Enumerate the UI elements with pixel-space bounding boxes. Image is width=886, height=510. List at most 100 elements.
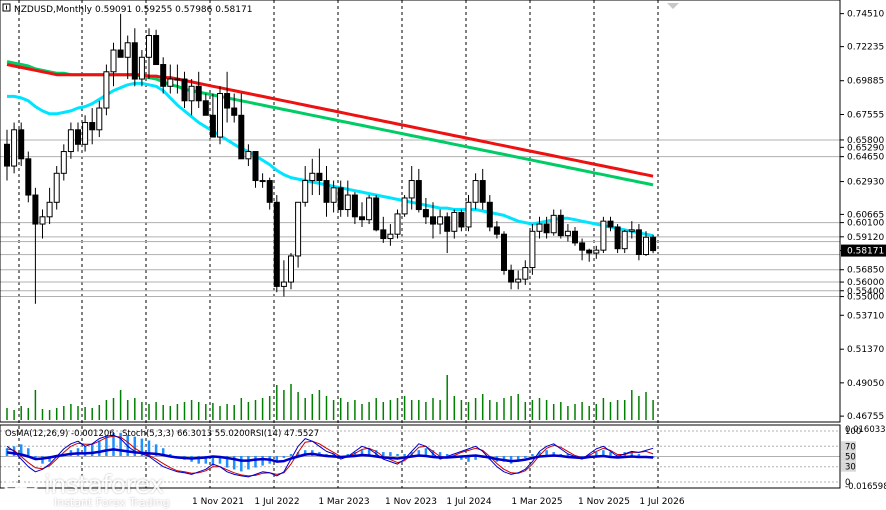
- x-tick-label: 1 Jul 2024: [446, 497, 491, 507]
- stoch-label: Stoch(5,3,3) 66.3013 55.0200: [122, 429, 250, 439]
- candle-bear: [493, 226, 500, 235]
- price-label: 0.65800: [847, 136, 884, 146]
- candle-bull: [288, 255, 294, 283]
- price-label: 0.74510: [847, 10, 884, 20]
- volume-bars: [6, 375, 654, 420]
- candle-bear: [75, 129, 81, 145]
- indicator-window: [0, 430, 840, 483]
- osc-level-box: [841, 461, 856, 472]
- instaforex-logo-icon: [4, 472, 38, 506]
- candle-bull: [46, 201, 53, 218]
- candle-bull: [451, 211, 458, 232]
- candle-bull: [536, 223, 543, 232]
- rsi-line: [6, 448, 654, 463]
- candle-bear: [181, 78, 188, 102]
- candle-bear: [18, 129, 25, 160]
- candle-bull: [515, 278, 522, 283]
- candle-bear: [501, 233, 507, 271]
- candle-bull: [344, 194, 351, 211]
- candle-bull: [593, 249, 600, 254]
- x-tick-label: 1 Nov 2021: [192, 497, 244, 507]
- price-label: 0.64650: [847, 153, 884, 163]
- watermark-brand: instaforex: [44, 470, 164, 499]
- watermark: instaforex Instant Forex Trading: [4, 470, 184, 509]
- candle-bear: [380, 229, 387, 240]
- candle-bull: [82, 122, 89, 145]
- osc-axis-label: 0.016033: [845, 425, 886, 435]
- osc-axis-label: 0: [845, 478, 850, 488]
- candle-bear: [273, 201, 280, 287]
- candle-bull: [103, 71, 110, 109]
- candle-bull: [387, 233, 394, 240]
- candle-bull: [522, 267, 529, 280]
- candle-bull: [621, 230, 628, 250]
- candle-bull: [366, 197, 373, 221]
- candle-bear: [238, 114, 245, 160]
- x-tick-label: 1 Mar 2025: [511, 497, 562, 507]
- price-label: 0.49050: [847, 379, 884, 389]
- x-tick-label: 1 Mar 2023: [318, 497, 369, 507]
- candle-bull: [330, 187, 337, 203]
- candle-bull: [174, 78, 181, 81]
- x-tick-label: 1 Jul 2022: [254, 497, 299, 507]
- candle-bear: [209, 114, 216, 138]
- candle-bear: [323, 180, 330, 203]
- candle-bull: [167, 78, 174, 87]
- price-label: 0.56850: [847, 266, 884, 276]
- candle-bull: [465, 201, 472, 228]
- osc-axis-label: 30: [845, 463, 856, 473]
- candle-bear: [351, 194, 358, 218]
- price-label: 0.60100: [847, 219, 884, 229]
- candle-bear: [444, 216, 451, 232]
- shift-marker-icon[interactable]: [667, 3, 679, 9]
- candle-bear: [508, 269, 515, 283]
- price-label: 0.60665: [847, 210, 884, 220]
- candle-bull: [146, 35, 152, 58]
- osc-axis-label: -0.016598: [845, 482, 886, 492]
- x-tick-label: 1 Nov 2025: [578, 497, 630, 507]
- time-axis: 1 Nov 2021 1 Jul 2022 1 Mar 2023 1 Nov 2023…: [192, 497, 685, 507]
- candle-bear: [479, 180, 486, 203]
- stoch-main-line: [6, 434, 654, 478]
- candle-bull: [643, 236, 649, 256]
- candle-bull: [529, 230, 536, 269]
- price-label: 0.58171: [847, 247, 884, 257]
- watermark-tagline: Instant Forex Trading: [54, 496, 170, 509]
- symbol-title: NZDUSD,Monthly: [14, 5, 93, 15]
- candlesticks: [4, 13, 657, 304]
- osc-level-box: [841, 441, 856, 452]
- candle-bull: [401, 197, 408, 215]
- candle-bull: [472, 180, 479, 203]
- candle-bear: [316, 172, 323, 182]
- ohlc-readout: 0.59091 0.59255 0.57986 0.58171: [95, 5, 252, 15]
- candle-bear: [607, 220, 614, 228]
- price-label: 0.72235: [847, 43, 884, 53]
- candle-bull: [217, 93, 223, 138]
- candle-bull: [600, 220, 607, 251]
- candle-bear: [650, 236, 657, 252]
- price-axis: 0.74510 0.72235 0.69885 0.67555 0.658000.652…: [840, 10, 886, 492]
- osma-label: OsMA(12,26,9) -0.001206: [5, 429, 115, 439]
- price-label: 0.53710: [847, 311, 884, 321]
- candle-bull: [138, 56, 145, 80]
- ma-fast-line: [7, 81, 654, 238]
- price-label: 0.55400: [847, 287, 884, 297]
- candle-bull: [394, 213, 401, 235]
- candle-bear: [231, 107, 238, 116]
- candle-bear: [252, 151, 259, 182]
- osc-axis-label: 100: [845, 427, 861, 437]
- candle-bear: [202, 100, 209, 116]
- candle-bear: [579, 242, 586, 251]
- candle-bear: [117, 49, 124, 58]
- rsi-label: RSI(14) 47.5527: [250, 429, 319, 439]
- price-label: 0.46755: [847, 412, 884, 422]
- price-label: 0.59120: [847, 233, 884, 243]
- main-pane-frame: [0, 0, 841, 423]
- candle-bull: [67, 129, 74, 153]
- candle-bull: [110, 49, 117, 73]
- candle-bull: [188, 85, 195, 102]
- candle-bear: [89, 122, 96, 131]
- candle-bear: [415, 180, 422, 211]
- candle-bear: [557, 214, 564, 237]
